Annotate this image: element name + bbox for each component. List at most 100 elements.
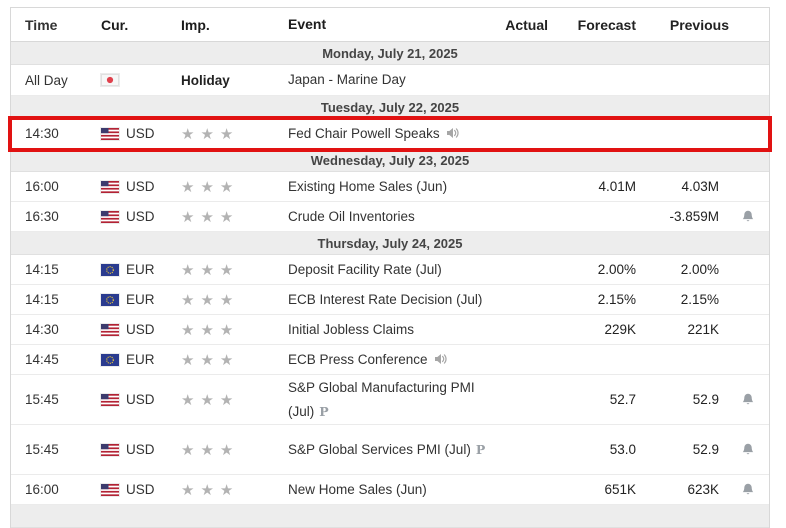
event-row: 14:15 EUR ★★★ ECB Interest Rate Decision (J… (11, 285, 769, 315)
event-name[interactable]: New Home Sales (Jun) (288, 481, 427, 497)
forecast-cell: 229K (604, 322, 636, 337)
us-flag-icon (101, 210, 119, 223)
currency-cell: USD (91, 322, 171, 337)
event-name[interactable]: Japan - Marine Day (288, 72, 406, 88)
event-name[interactable]: S&P Global Services PMI (Jul) (288, 441, 471, 457)
importance-cell: ★★★ (171, 391, 278, 409)
column-header-time: Time (25, 16, 58, 33)
importance-cell: ★★★ (171, 125, 278, 143)
event-row: 14:15 EUR ★★★ Deposit Facility Rate (Jul) 2.… (11, 255, 769, 285)
us-flag-icon (101, 127, 119, 140)
event-cell: Initial Jobless Claims (278, 318, 488, 342)
importance-cell: ★★★ (171, 321, 278, 339)
table-header-row: Time Cur. Imp. Event Actual Forecast Pre… (11, 8, 769, 42)
date-label: Tuesday, July 22, 2025 (320, 99, 460, 115)
event-cell: ECB Interest Rate Decision (Jul) (278, 288, 488, 312)
event-cell: S&P Global Manufacturing PMI (Jul) P (278, 376, 488, 423)
importance-stars-icon: ★★★ (181, 291, 240, 309)
event-name[interactable]: S&P Global Manufacturing PMI (Jul) (288, 379, 475, 419)
forecast-cell: 4.01M (598, 179, 636, 194)
forecast-cell: 52.7 (609, 392, 636, 407)
currency-cell: USD (91, 179, 171, 194)
importance-cell: ★★★ (171, 291, 278, 309)
calendar-rows: Monday, July 21, 2025 All Day Holiday Japan… (8, 42, 772, 528)
alert-cell (729, 483, 767, 496)
importance-cell: ★★★ (171, 481, 278, 499)
event-name[interactable]: Crude Oil Inventories (288, 208, 415, 224)
currency-code: EUR (126, 292, 155, 307)
japan-flag-icon (101, 74, 119, 86)
preliminary-icon: P (319, 403, 329, 419)
currency-code: EUR (126, 262, 155, 277)
event-cell: ECB Press Conference (278, 348, 488, 372)
event-cell: Japan - Marine Day (278, 68, 488, 92)
event-cell: New Home Sales (Jun) (278, 478, 488, 502)
importance-stars-icon: ★★★ (181, 261, 240, 279)
us-flag-icon (101, 483, 119, 496)
event-name[interactable]: ECB Press Conference (288, 351, 428, 367)
column-header-actual: Actual (505, 16, 548, 33)
event-name[interactable]: Existing Home Sales (Jun) (288, 178, 448, 194)
event-name[interactable]: Deposit Facility Rate (Jul) (288, 261, 442, 277)
currency-code: USD (126, 482, 155, 497)
importance-cell: ★★★ (171, 208, 278, 226)
currency-cell: USD (91, 482, 171, 497)
currency-cell: EUR (91, 262, 171, 277)
currency-code: USD (126, 322, 155, 337)
importance-stars-icon: ★★★ (181, 178, 240, 196)
event-row: 16:00 USD ★★★ New Home Sales (Jun) 651K 623K (11, 475, 769, 505)
currency-cell: EUR (91, 352, 171, 367)
date-label: Wednesday, July 23, 2025 (310, 152, 470, 168)
currency-cell: USD (91, 209, 171, 224)
time-cell: 16:30 (25, 209, 59, 224)
alert-cell (729, 393, 767, 406)
bell-icon[interactable] (742, 393, 754, 406)
eu-flag-icon (101, 263, 119, 276)
importance-stars-icon: ★★★ (181, 351, 240, 369)
event-name[interactable]: ECB Interest Rate Decision (Jul) (288, 291, 483, 307)
us-flag-icon (101, 443, 119, 456)
previous-cell: 52.9 (692, 442, 719, 457)
eu-flag-icon (101, 353, 119, 366)
event-name[interactable]: Initial Jobless Claims (288, 321, 415, 337)
alert-cell (729, 210, 767, 223)
us-flag-icon (101, 323, 119, 336)
forecast-cell: 53.0 (609, 442, 636, 457)
previous-cell: 4.03M (681, 179, 719, 194)
bell-icon[interactable] (742, 443, 754, 456)
time-cell: 15:45 (25, 442, 59, 457)
date-separator-row: Thursday, July 24, 2025 (11, 232, 769, 255)
importance-stars-icon: ★★★ (181, 481, 240, 499)
time-cell: All Day (25, 72, 68, 88)
event-row: All Day Holiday Japan - Marine Day (11, 65, 769, 96)
event-cell: Deposit Facility Rate (Jul) (278, 258, 488, 282)
forecast-cell: 651K (604, 482, 636, 497)
time-cell: 15:45 (25, 392, 59, 407)
column-header-forecast: Forecast (577, 16, 636, 33)
date-label: Monday, July 21, 2025 (322, 45, 458, 61)
time-cell: 14:30 (25, 322, 59, 337)
bell-icon[interactable] (742, 210, 754, 223)
time-cell: 14:30 (25, 126, 59, 141)
economic-calendar-table: Time Cur. Imp. Event Actual Forecast Pre… (8, 7, 772, 528)
currency-code: USD (126, 209, 155, 224)
event-cell: Fed Chair Powell Speaks (278, 122, 488, 146)
importance-cell: ★★★ (171, 351, 278, 369)
bell-icon[interactable] (742, 483, 754, 496)
column-header-importance: Imp. (181, 16, 210, 33)
event-name[interactable]: Fed Chair Powell Speaks (288, 125, 440, 141)
event-cell: S&P Global Services PMI (Jul) P (278, 438, 488, 462)
importance-cell: ★★★ (171, 441, 278, 459)
time-cell: 14:45 (25, 352, 59, 367)
importance-stars-icon: ★★★ (181, 441, 240, 459)
alert-cell (729, 443, 767, 456)
column-header-previous: Previous (669, 16, 729, 33)
forecast-cell: 2.00% (597, 262, 636, 277)
currency-code: USD (126, 179, 155, 194)
date-separator-row: Wednesday, July 23, 2025 (11, 149, 769, 172)
time-cell: 16:00 (25, 482, 59, 497)
currency-cell (91, 74, 171, 86)
us-flag-icon (101, 393, 119, 406)
importance-cell: ★★★ (171, 261, 278, 279)
currency-cell: USD (91, 442, 171, 457)
